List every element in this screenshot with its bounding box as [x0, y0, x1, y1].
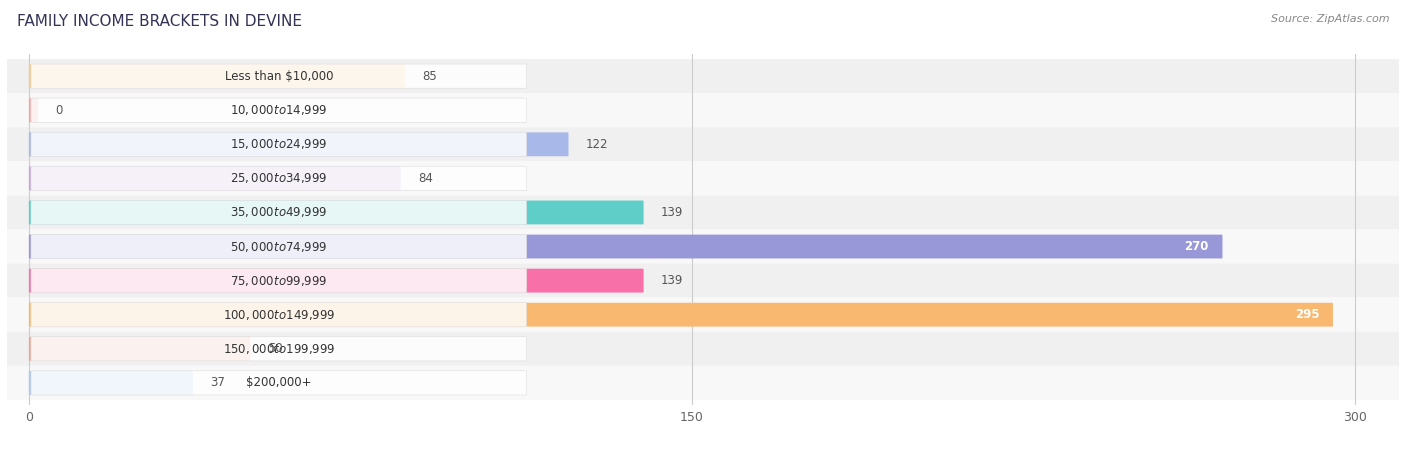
FancyBboxPatch shape — [7, 162, 1399, 195]
FancyBboxPatch shape — [31, 337, 527, 361]
FancyBboxPatch shape — [31, 132, 527, 157]
FancyBboxPatch shape — [30, 201, 644, 225]
FancyBboxPatch shape — [31, 371, 527, 395]
Text: 122: 122 — [586, 138, 609, 151]
Text: $15,000 to $24,999: $15,000 to $24,999 — [231, 137, 328, 151]
Text: $35,000 to $49,999: $35,000 to $49,999 — [231, 206, 328, 220]
FancyBboxPatch shape — [7, 366, 1399, 400]
FancyBboxPatch shape — [31, 98, 527, 122]
Text: $50,000 to $74,999: $50,000 to $74,999 — [231, 239, 328, 253]
Text: 85: 85 — [422, 70, 437, 83]
FancyBboxPatch shape — [31, 269, 527, 293]
Text: 84: 84 — [418, 172, 433, 185]
Text: $100,000 to $149,999: $100,000 to $149,999 — [222, 308, 335, 322]
Text: $75,000 to $99,999: $75,000 to $99,999 — [231, 274, 328, 288]
Text: 139: 139 — [661, 274, 683, 287]
Text: $200,000+: $200,000+ — [246, 376, 312, 389]
FancyBboxPatch shape — [30, 98, 38, 122]
FancyBboxPatch shape — [30, 166, 401, 190]
Text: $10,000 to $14,999: $10,000 to $14,999 — [231, 103, 328, 117]
FancyBboxPatch shape — [30, 337, 250, 361]
Text: $150,000 to $199,999: $150,000 to $199,999 — [222, 342, 335, 356]
Text: 50: 50 — [267, 342, 283, 355]
FancyBboxPatch shape — [31, 64, 527, 88]
Text: Source: ZipAtlas.com: Source: ZipAtlas.com — [1271, 14, 1389, 23]
FancyBboxPatch shape — [30, 64, 405, 88]
FancyBboxPatch shape — [31, 200, 527, 225]
Text: 37: 37 — [211, 376, 225, 389]
FancyBboxPatch shape — [31, 302, 527, 327]
FancyBboxPatch shape — [31, 166, 527, 190]
Text: 0: 0 — [56, 104, 63, 117]
Text: 295: 295 — [1295, 308, 1319, 321]
FancyBboxPatch shape — [30, 132, 568, 156]
FancyBboxPatch shape — [7, 297, 1399, 332]
Text: 139: 139 — [661, 206, 683, 219]
Text: $25,000 to $34,999: $25,000 to $34,999 — [231, 171, 328, 185]
FancyBboxPatch shape — [30, 371, 193, 395]
Text: Less than $10,000: Less than $10,000 — [225, 70, 333, 83]
Text: 270: 270 — [1185, 240, 1209, 253]
FancyBboxPatch shape — [30, 269, 644, 292]
FancyBboxPatch shape — [31, 234, 527, 259]
FancyBboxPatch shape — [7, 127, 1399, 162]
FancyBboxPatch shape — [30, 303, 1333, 327]
FancyBboxPatch shape — [7, 332, 1399, 366]
FancyBboxPatch shape — [7, 93, 1399, 127]
Text: FAMILY INCOME BRACKETS IN DEVINE: FAMILY INCOME BRACKETS IN DEVINE — [17, 14, 302, 28]
FancyBboxPatch shape — [7, 195, 1399, 230]
FancyBboxPatch shape — [30, 234, 1222, 258]
FancyBboxPatch shape — [7, 230, 1399, 264]
FancyBboxPatch shape — [7, 264, 1399, 297]
FancyBboxPatch shape — [7, 59, 1399, 93]
